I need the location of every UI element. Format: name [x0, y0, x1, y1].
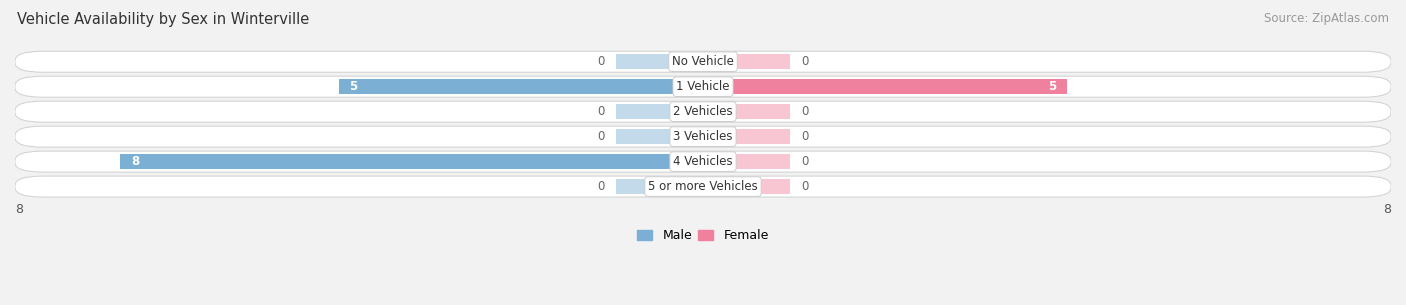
Text: 0: 0	[598, 55, 605, 68]
Bar	[616, 129, 703, 144]
FancyBboxPatch shape	[15, 101, 1391, 122]
Bar	[120, 154, 703, 169]
Text: 8: 8	[1384, 203, 1391, 216]
Text: 0: 0	[801, 130, 808, 143]
Bar	[703, 54, 790, 70]
Text: 0: 0	[801, 180, 808, 193]
Text: 5 or more Vehicles: 5 or more Vehicles	[648, 180, 758, 193]
Text: 2 Vehicles: 2 Vehicles	[673, 105, 733, 118]
FancyBboxPatch shape	[15, 151, 1391, 172]
FancyBboxPatch shape	[15, 176, 1391, 197]
Text: 0: 0	[801, 105, 808, 118]
Text: 0: 0	[801, 55, 808, 68]
Bar	[703, 179, 790, 194]
Bar	[339, 79, 703, 95]
FancyBboxPatch shape	[15, 51, 1391, 72]
Text: 0: 0	[598, 180, 605, 193]
Bar	[616, 54, 703, 70]
Bar	[703, 154, 790, 169]
Bar	[616, 179, 703, 194]
Text: 3 Vehicles: 3 Vehicles	[673, 130, 733, 143]
Bar	[616, 104, 703, 119]
Text: 0: 0	[598, 105, 605, 118]
Text: 5: 5	[1049, 80, 1056, 93]
Text: 8: 8	[15, 203, 22, 216]
Bar	[703, 104, 790, 119]
FancyBboxPatch shape	[15, 76, 1391, 97]
Text: 0: 0	[801, 155, 808, 168]
Text: No Vehicle: No Vehicle	[672, 55, 734, 68]
Text: 8: 8	[131, 155, 139, 168]
FancyBboxPatch shape	[15, 126, 1391, 147]
Text: 4 Vehicles: 4 Vehicles	[673, 155, 733, 168]
Text: 0: 0	[598, 130, 605, 143]
Bar	[703, 129, 790, 144]
Bar	[703, 79, 1067, 95]
Text: Source: ZipAtlas.com: Source: ZipAtlas.com	[1264, 12, 1389, 25]
Text: Vehicle Availability by Sex in Winterville: Vehicle Availability by Sex in Wintervil…	[17, 12, 309, 27]
Text: 1 Vehicle: 1 Vehicle	[676, 80, 730, 93]
Legend: Male, Female: Male, Female	[633, 224, 773, 247]
Text: 5: 5	[350, 80, 357, 93]
